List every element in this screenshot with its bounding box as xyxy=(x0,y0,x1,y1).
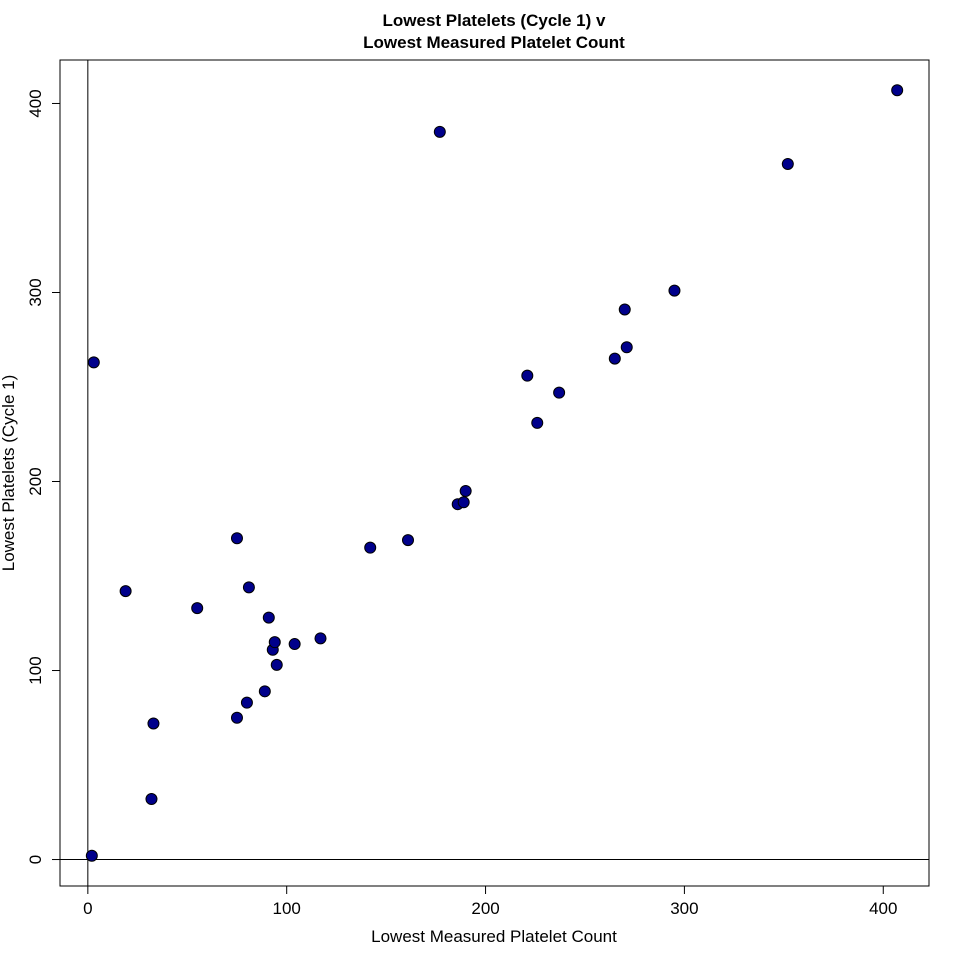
data-point xyxy=(891,84,904,97)
data-point xyxy=(119,585,132,598)
data-point xyxy=(620,341,633,354)
data-point xyxy=(288,638,301,651)
data-point xyxy=(781,157,794,170)
data-point xyxy=(618,303,631,316)
data-point xyxy=(433,125,446,138)
data-point xyxy=(242,581,255,594)
y-tick-label: 300 xyxy=(26,278,45,306)
data-point xyxy=(364,541,377,554)
y-axis: 0 100 200 300 400 xyxy=(26,89,60,864)
data-point xyxy=(230,711,243,724)
chart-title-line-1: Lowest Platelets (Cycle 1) v xyxy=(383,11,607,30)
data-point xyxy=(262,611,275,624)
x-axis: 0 100 200 300 400 xyxy=(83,886,897,918)
data-point xyxy=(314,632,327,645)
x-tick-label: 0 xyxy=(83,899,92,918)
data-point xyxy=(230,532,243,545)
data-point xyxy=(521,369,534,382)
data-point xyxy=(531,416,544,429)
data-point xyxy=(459,484,472,497)
data-point xyxy=(145,793,158,806)
data-point xyxy=(268,636,281,649)
x-tick-label: 400 xyxy=(869,899,897,918)
data-point xyxy=(87,356,100,369)
y-tick-label: 0 xyxy=(26,855,45,864)
data-points xyxy=(85,84,904,862)
data-point xyxy=(401,534,414,547)
plot-frame xyxy=(59,59,930,887)
data-point xyxy=(85,849,98,862)
x-axis-label: Lowest Measured Platelet Count xyxy=(371,927,617,946)
x-tick-label: 100 xyxy=(273,899,301,918)
y-axis-label: Lowest Platelets (Cycle 1) xyxy=(0,375,18,572)
y-tick-label: 100 xyxy=(26,656,45,684)
data-point xyxy=(457,496,470,509)
chart-title-line-2: Lowest Measured Platelet Count xyxy=(363,33,625,52)
data-point xyxy=(553,386,566,399)
data-point xyxy=(147,717,160,730)
data-point xyxy=(191,602,204,615)
x-tick-label: 200 xyxy=(471,899,499,918)
data-point xyxy=(240,696,253,709)
y-tick-label: 200 xyxy=(26,467,45,495)
data-point xyxy=(270,658,283,671)
data-point xyxy=(258,685,271,698)
x-tick-label: 300 xyxy=(670,899,698,918)
data-point xyxy=(668,284,681,297)
data-point xyxy=(608,352,621,365)
y-tick-label: 400 xyxy=(26,89,45,117)
